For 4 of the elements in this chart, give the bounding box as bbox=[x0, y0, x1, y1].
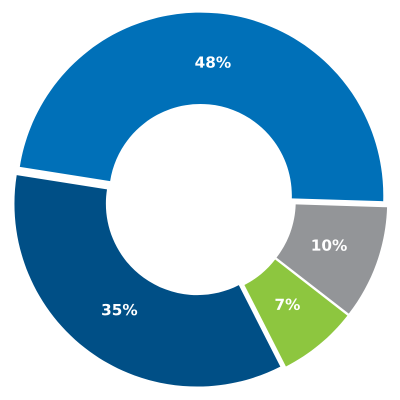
data-label: 10% bbox=[312, 239, 347, 251]
data-label: 35% bbox=[102, 304, 138, 316]
data-label: 48% bbox=[195, 56, 231, 68]
data-label: 7% bbox=[275, 298, 300, 310]
